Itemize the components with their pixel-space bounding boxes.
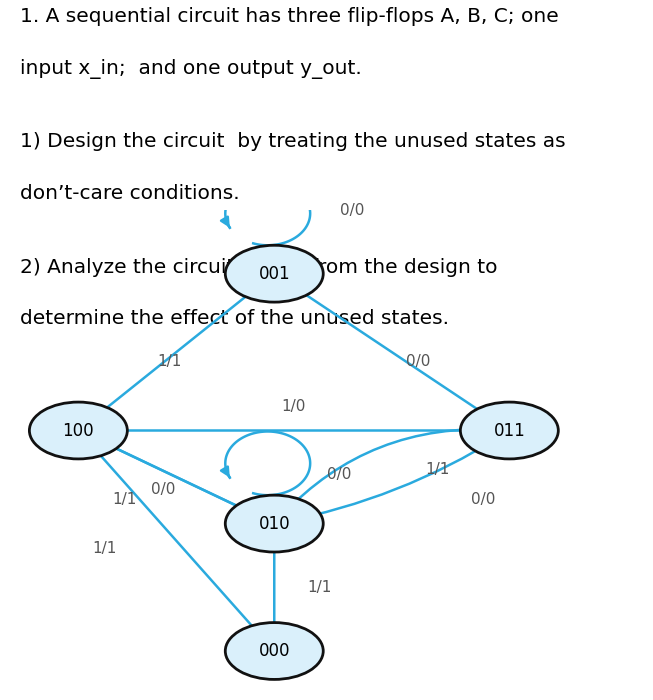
Text: 010: 010 [259,514,290,533]
Text: 001: 001 [259,265,290,283]
Text: 1/0: 1/0 [281,398,306,414]
Text: input x_in;  and one output y_out.: input x_in; and one output y_out. [20,59,361,78]
Text: 1/1: 1/1 [92,540,117,556]
Ellipse shape [460,402,558,459]
Text: 1/1: 1/1 [157,354,182,370]
Text: 011: 011 [494,421,525,440]
Ellipse shape [29,402,127,459]
Text: 1. A sequential circuit has three flip-flops A, B, C; one: 1. A sequential circuit has three flip-f… [20,7,558,26]
Text: 0/0: 0/0 [406,354,430,370]
Ellipse shape [225,622,323,680]
Text: 100: 100 [63,421,94,440]
Text: determine the effect of the unused states.: determine the effect of the unused state… [20,309,449,328]
Text: 0/0: 0/0 [151,482,176,497]
Text: 1/1: 1/1 [112,491,136,507]
Text: 1) Design the circuit  by treating the unused states as: 1) Design the circuit by treating the un… [20,132,565,151]
Text: 1/1: 1/1 [308,580,332,595]
Text: 2) Analyze the circuit obtain from the design to: 2) Analyze the circuit obtain from the d… [20,258,497,277]
Ellipse shape [225,495,323,552]
Text: don’t-care conditions.: don’t-care conditions. [20,184,239,203]
Text: 000: 000 [259,642,290,660]
Ellipse shape [225,245,323,302]
Text: 0/0: 0/0 [340,202,365,218]
Text: 0/0: 0/0 [327,467,352,482]
Text: 1/1: 1/1 [425,462,450,477]
Text: 0/0: 0/0 [471,491,496,507]
